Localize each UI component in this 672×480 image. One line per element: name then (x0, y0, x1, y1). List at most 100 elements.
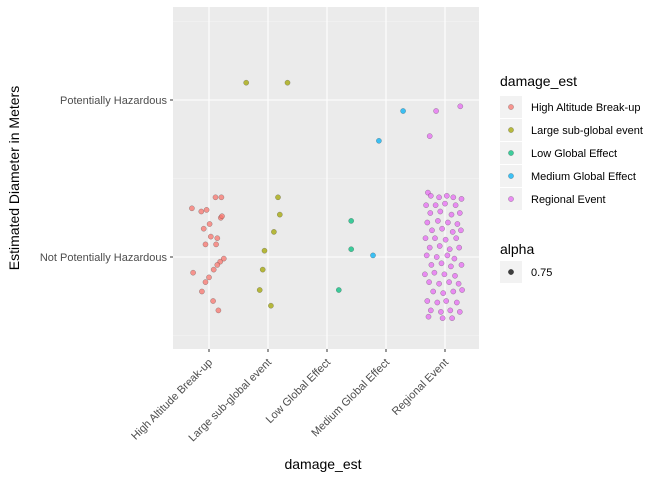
data-point (441, 271, 448, 278)
data-point (215, 307, 222, 314)
data-point (445, 219, 451, 226)
legend-label: Medium Global Effect (531, 171, 636, 183)
data-point (434, 299, 441, 306)
data-point (190, 269, 196, 276)
data-point (276, 211, 283, 218)
data-point (212, 194, 219, 201)
data-point (438, 309, 444, 315)
data-point (202, 241, 209, 248)
data-point (446, 279, 452, 285)
legend-label: Low Global Effect (531, 148, 617, 160)
data-point (436, 280, 442, 287)
data-point (422, 235, 429, 242)
data-point (456, 244, 463, 251)
data-point (207, 233, 214, 240)
data-point (446, 246, 453, 253)
data-point (430, 288, 437, 295)
legend-key-point (508, 127, 514, 133)
data-point (444, 252, 451, 259)
data-point (203, 207, 210, 213)
data-point (429, 227, 435, 234)
data-point (459, 287, 465, 293)
y-axis-title: Estimated Diameter in Meters (6, 86, 22, 270)
data-point (256, 287, 263, 293)
data-point (400, 108, 406, 114)
data-point (456, 309, 463, 315)
data-point (206, 274, 212, 281)
legend-color-entries: High Altitude Break-up Large sub-global e… (500, 96, 643, 210)
data-point (428, 262, 435, 268)
legend-label: 0.75 (531, 267, 552, 279)
legend-label: High Altitude Break-up (531, 102, 640, 114)
data-point (437, 208, 444, 215)
data-point (370, 252, 376, 259)
data-point (458, 227, 464, 234)
data-point (458, 196, 465, 202)
data-point (449, 315, 455, 322)
legend-color-title: damage_est (500, 73, 577, 89)
data-points (189, 79, 465, 322)
data-point (427, 192, 434, 199)
legend-key-point (508, 196, 514, 202)
x-tick-label: Regional Event (390, 357, 451, 418)
legend-alpha-entries: 0.75 (500, 261, 552, 283)
y-axis-ticks: Not Potentially Hazardous Potentially Haz… (40, 95, 173, 264)
data-point (448, 211, 455, 218)
data-point (422, 271, 428, 278)
data-point (435, 218, 441, 224)
data-point (210, 266, 217, 273)
data-point (452, 202, 459, 209)
data-point (436, 243, 443, 249)
data-point (451, 255, 458, 262)
data-point (206, 221, 213, 227)
data-point (202, 279, 209, 285)
data-point (426, 279, 432, 285)
data-point (453, 235, 460, 242)
minor-gridlines (173, 21, 479, 336)
legend-alpha-title: alpha (500, 241, 534, 257)
data-point (425, 313, 432, 320)
data-point (243, 79, 250, 86)
data-point (438, 260, 445, 267)
data-point (439, 315, 446, 322)
legend-key-point (508, 150, 514, 156)
data-point (448, 263, 454, 270)
plot-panel (173, 7, 479, 349)
data-point (457, 103, 464, 110)
data-point (284, 79, 291, 86)
x-axis-title: damage_est (284, 456, 361, 472)
data-point (436, 194, 442, 201)
data-point (455, 280, 462, 287)
data-point (210, 298, 216, 304)
data-point (423, 202, 429, 209)
data-point (443, 192, 450, 199)
legend-label: Large sub-global event (531, 125, 643, 137)
data-point (199, 288, 205, 295)
data-point (449, 229, 456, 235)
data-point (450, 288, 457, 295)
data-point (440, 290, 447, 296)
data-point (214, 235, 221, 242)
data-point (220, 255, 227, 262)
data-point (432, 235, 438, 242)
data-point (447, 307, 454, 314)
data-point (443, 298, 450, 304)
legend-label: Regional Event (531, 194, 606, 206)
data-point (454, 221, 461, 227)
data-point (213, 241, 219, 248)
data-point (442, 236, 449, 243)
data-point (423, 252, 430, 259)
data-point (348, 218, 355, 224)
data-point (456, 210, 463, 216)
data-point (433, 108, 439, 114)
data-point (268, 302, 274, 309)
data-point (261, 247, 268, 254)
data-point (453, 299, 460, 306)
data-point (431, 269, 438, 276)
data-point (348, 246, 355, 253)
data-point (426, 244, 433, 251)
data-point (200, 225, 207, 232)
data-point (275, 194, 281, 201)
